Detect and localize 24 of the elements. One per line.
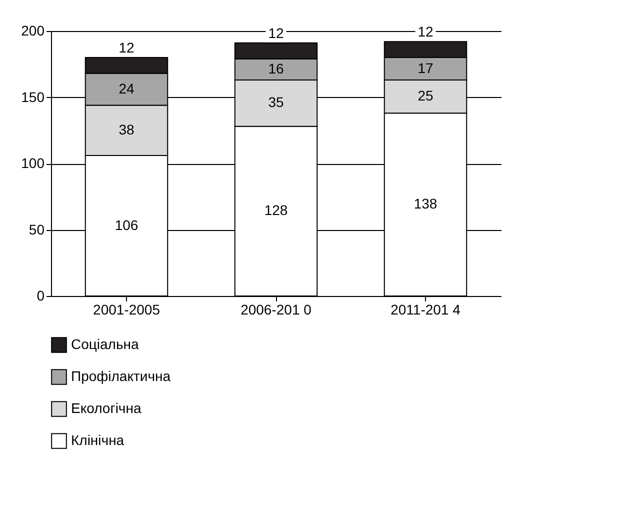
legend-label: Клінічна [71, 432, 124, 448]
data-label: 17 [418, 60, 434, 76]
data-label: 38 [118, 121, 134, 138]
legend-label: Соціальна [71, 336, 140, 352]
data-label: 138 [414, 196, 438, 212]
y-tick-label: 100 [21, 155, 45, 171]
legend-label: Профілактична [71, 368, 171, 384]
x-tick-label: 2006-201 0 [240, 302, 312, 318]
x-tick-label: 2001-2005 [93, 302, 160, 318]
legend-label: Екологічна [71, 400, 142, 416]
data-label: 106 [114, 216, 138, 233]
data-label: 12 [268, 24, 284, 41]
y-tick-label: 200 [21, 22, 45, 38]
data-label: 35 [268, 94, 284, 110]
y-tick-label: 50 [28, 221, 45, 238]
data-label: 25 [418, 88, 434, 104]
data-label: 24 [118, 80, 134, 96]
x-tick-label: 2011-201 4 [390, 302, 461, 318]
y-tick-label: 150 [21, 88, 45, 105]
y-tick-label: 0 [36, 288, 45, 304]
data-label: 12 [118, 40, 134, 56]
data-label: 128 [264, 202, 288, 218]
data-label: 12 [418, 24, 434, 40]
data-label: 16 [268, 60, 284, 76]
